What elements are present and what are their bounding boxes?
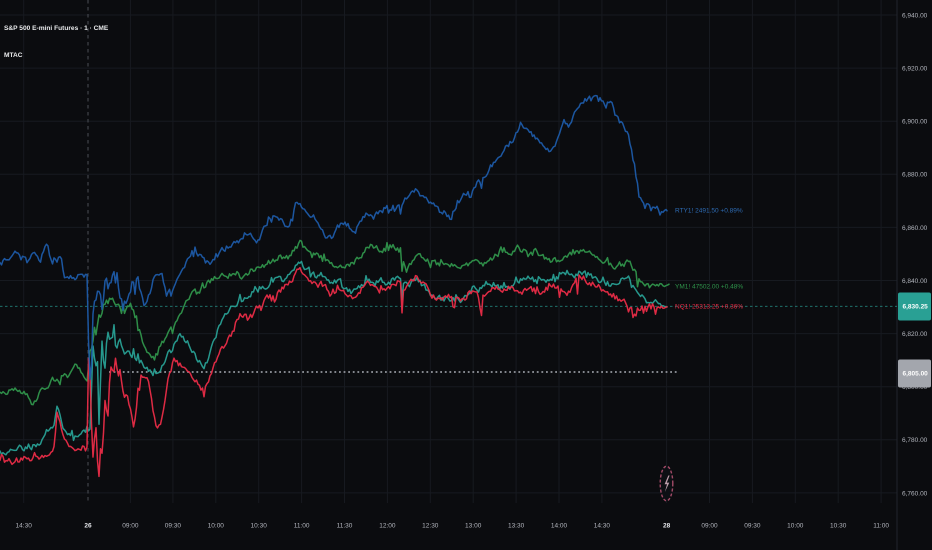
svg-text:11:30: 11:30 <box>337 523 353 530</box>
svg-text:13:30: 13:30 <box>508 523 525 530</box>
svg-text:6,760.00: 6,760.00 <box>902 490 928 497</box>
svg-text:11:00: 11:00 <box>294 523 310 530</box>
svg-text:26: 26 <box>84 523 92 530</box>
svg-text:14:30: 14:30 <box>16 523 33 530</box>
svg-text:28: 28 <box>663 523 671 530</box>
svg-text:6,940.00: 6,940.00 <box>902 12 928 19</box>
svg-text:MTAC: MTAC <box>4 52 23 59</box>
svg-text:6,820.00: 6,820.00 <box>902 331 928 338</box>
svg-text:6,900.00: 6,900.00 <box>902 119 928 126</box>
svg-text:09:30: 09:30 <box>165 523 182 530</box>
svg-text:6,920.00: 6,920.00 <box>902 66 928 73</box>
svg-text:6,805.00: 6,805.00 <box>903 371 929 378</box>
svg-text:6,800.00: 6,800.00 <box>902 384 928 391</box>
svg-text:10:00: 10:00 <box>208 523 225 530</box>
svg-text:YM1! 47502.00 +0.48%: YM1! 47502.00 +0.48% <box>675 283 743 290</box>
svg-text:09:00: 09:00 <box>122 523 139 530</box>
svg-text:6,840.00: 6,840.00 <box>902 278 928 285</box>
svg-text:10:30: 10:30 <box>251 523 268 530</box>
svg-text:09:30: 09:30 <box>744 523 761 530</box>
svg-text:14:30: 14:30 <box>594 523 611 530</box>
svg-text:6,830.25: 6,830.25 <box>903 304 929 311</box>
svg-text:10:00: 10:00 <box>787 523 804 530</box>
svg-text:13:00: 13:00 <box>465 523 482 530</box>
svg-text:11:00: 11:00 <box>873 523 889 530</box>
svg-text:6,780.00: 6,780.00 <box>902 437 928 444</box>
svg-text:6,880.00: 6,880.00 <box>902 172 928 179</box>
svg-text:6,860.00: 6,860.00 <box>902 225 928 232</box>
svg-text:12:00: 12:00 <box>379 523 396 530</box>
svg-text:NQ1! 25313.25 +0.36%: NQ1! 25313.25 +0.36% <box>675 303 743 310</box>
svg-text:S&P 500 E-mini Futures · 1 · C: S&P 500 E-mini Futures · 1 · CME <box>4 25 109 32</box>
svg-text:10:30: 10:30 <box>830 523 847 530</box>
svg-text:09:00: 09:00 <box>701 523 718 530</box>
svg-text:14:00: 14:00 <box>551 523 568 530</box>
svg-text:RTY1! 2491.50 +0.89%: RTY1! 2491.50 +0.89% <box>675 207 743 214</box>
svg-text:12:30: 12:30 <box>422 523 439 530</box>
